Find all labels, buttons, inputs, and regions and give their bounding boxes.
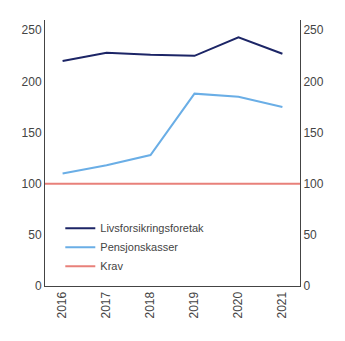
svg-text:2020: 2020 xyxy=(231,291,245,318)
svg-text:50: 50 xyxy=(28,228,42,242)
svg-text:Krav: Krav xyxy=(100,260,123,272)
svg-text:150: 150 xyxy=(303,126,323,140)
svg-text:150: 150 xyxy=(22,126,42,140)
svg-text:50: 50 xyxy=(303,228,317,242)
svg-text:2021: 2021 xyxy=(275,291,289,318)
svg-text:2018: 2018 xyxy=(143,291,157,318)
svg-text:100: 100 xyxy=(22,177,42,191)
svg-text:250: 250 xyxy=(303,23,323,37)
svg-text:0: 0 xyxy=(35,279,42,293)
svg-text:250: 250 xyxy=(22,23,42,37)
svg-text:200: 200 xyxy=(303,75,323,89)
svg-text:2017: 2017 xyxy=(99,291,113,318)
svg-text:Livsforsikringsforetak: Livsforsikringsforetak xyxy=(100,222,204,234)
svg-text:2019: 2019 xyxy=(187,291,201,318)
svg-text:0: 0 xyxy=(303,279,310,293)
svg-text:100: 100 xyxy=(303,177,323,191)
svg-text:200: 200 xyxy=(22,75,42,89)
svg-text:Pensjonskasser: Pensjonskasser xyxy=(100,241,178,253)
svg-text:2016: 2016 xyxy=(55,291,69,318)
